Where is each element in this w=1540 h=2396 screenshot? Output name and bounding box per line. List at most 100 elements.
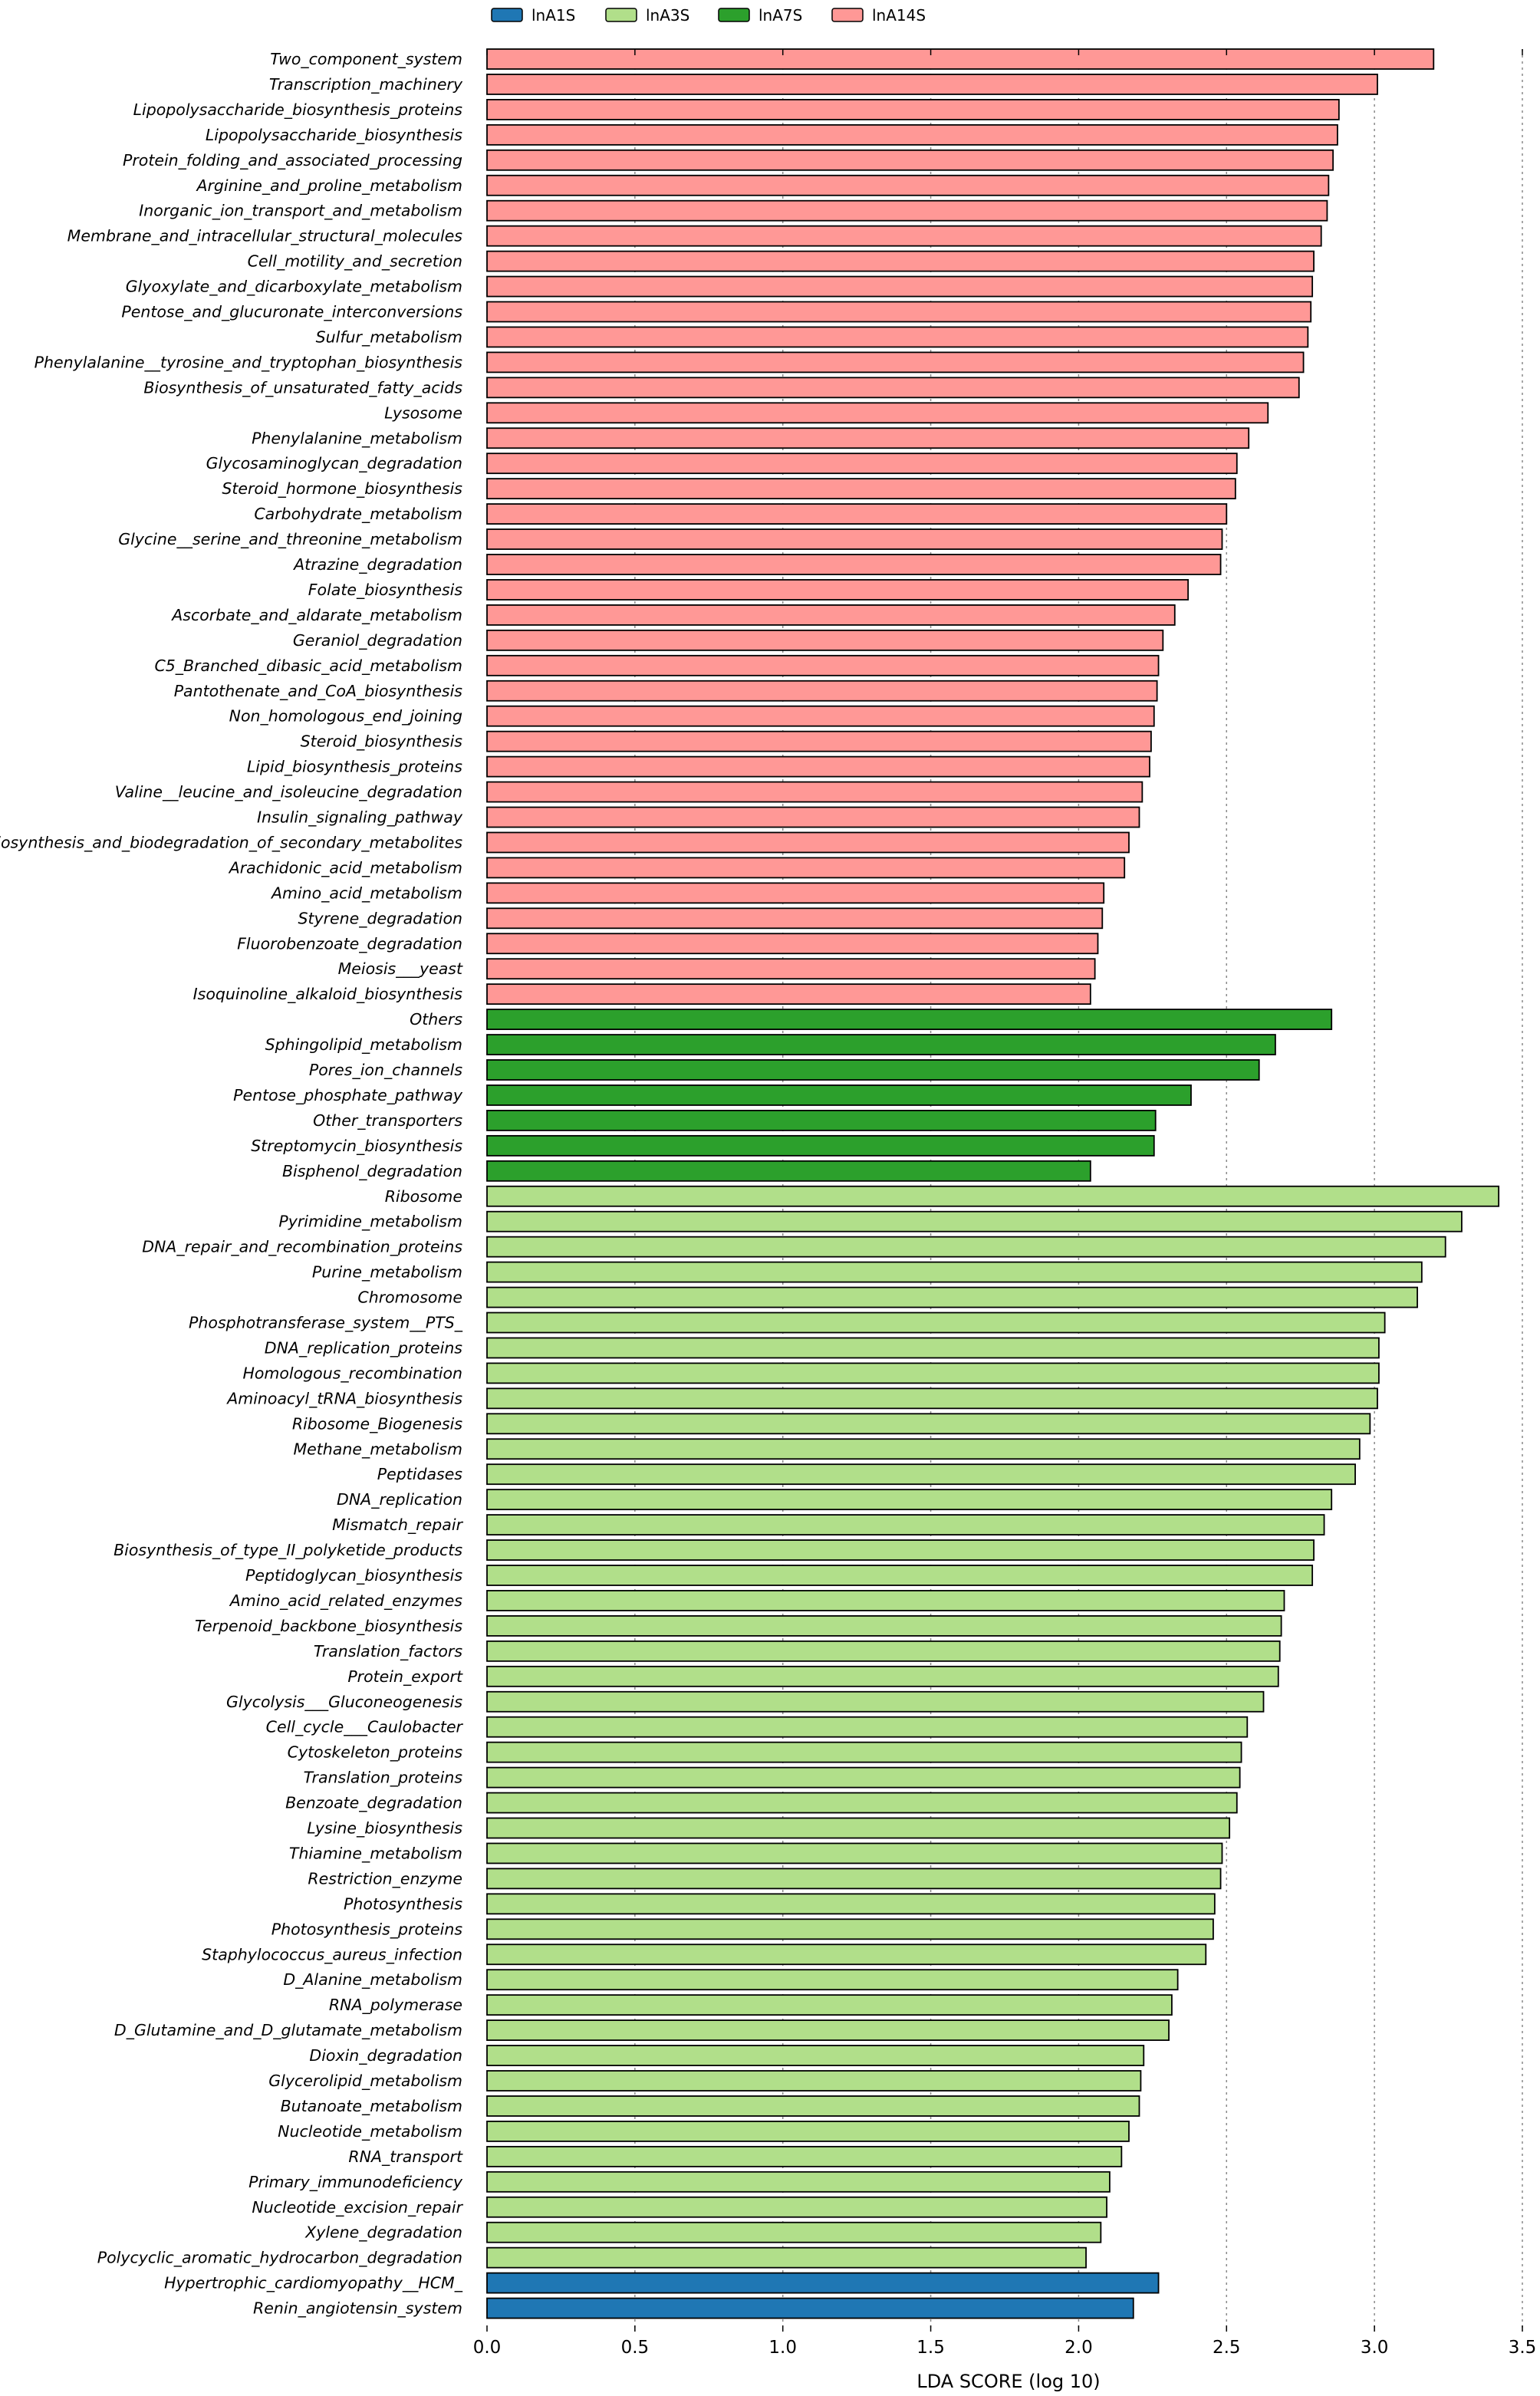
bar-label: Ribosome_Biogenesis <box>292 1414 462 1433</box>
bar-lnA14S <box>486 528 1223 550</box>
bar-label: DNA_replication_proteins <box>265 1338 463 1358</box>
bar-label: Lipid_biosynthesis_proteins <box>247 758 462 777</box>
bar-label: Mismatch_repair <box>332 1516 463 1535</box>
bar-lnA14S <box>486 604 1176 626</box>
bar-label: Translation_proteins <box>304 1769 463 1788</box>
bar-lnA14S <box>486 579 1190 601</box>
bar-label: Bisphenol_degradation <box>282 1162 462 1181</box>
x-tick-label: 2.5 <box>1213 2338 1241 2358</box>
legend-swatch-lnA3S <box>605 8 637 22</box>
bar-label: Butanoate_metabolism <box>281 2097 462 2116</box>
bar-lnA3S <box>486 1868 1222 1890</box>
bar-lnA3S <box>486 1489 1333 1511</box>
bar-label: Peptidases <box>377 1465 463 1483</box>
bar-lnA3S <box>486 1943 1207 1966</box>
bar-lnA14S <box>486 933 1099 955</box>
x-tick-label: 0.0 <box>473 2338 502 2358</box>
bar-label: Amino_acid_metabolism <box>270 884 462 903</box>
bar-lnA7S <box>486 1134 1155 1157</box>
bar-lnA14S <box>486 629 1164 651</box>
bar-lnA14S <box>486 326 1309 348</box>
bar-label: Homologous_recombination <box>242 1364 462 1383</box>
legend-label-lnA7S: lnA7S <box>758 6 802 25</box>
bar-label: Nucleotide_metabolism <box>278 2122 462 2141</box>
bar-lnA3S <box>486 1994 1173 2016</box>
x-axis-title: LDA SCORE (log 10) <box>916 2371 1100 2392</box>
bar-label: Non_homologous_end_joining <box>229 707 462 726</box>
bar-lnA1S <box>486 2297 1134 2319</box>
bar-label: Primary_immunodeficiency <box>248 2173 463 2192</box>
bar-lnA14S <box>486 554 1222 575</box>
bar-label: Protein_folding_and_associated_processin… <box>123 151 462 170</box>
bar-label: Other_transporters <box>313 1111 462 1131</box>
bar-label: Fluorobenzoate_degradation <box>237 934 462 953</box>
bar-lnA3S <box>486 1590 1285 1611</box>
bar-lnA14S <box>486 958 1096 980</box>
bar-label: DNA_replication <box>337 1490 462 1509</box>
bar-lnA3S <box>486 1640 1281 1662</box>
bar-lnA3S <box>486 1690 1265 1713</box>
bar-label: Cell_motility_and_secretion <box>248 252 462 272</box>
bar-lnA14S <box>486 680 1158 702</box>
bar-label: Glycine__serine_and_threonine_metabolism <box>118 530 462 549</box>
bar-label: Protein_export <box>347 1667 463 1687</box>
bar-label: Ribosome <box>385 1187 462 1206</box>
bar-lnA1S <box>486 2272 1160 2294</box>
bar-label: Lipopolysaccharide_biosynthesis <box>206 126 462 145</box>
bar-label: Renin_angiotensin_system <box>253 2299 462 2319</box>
bar-label: Purine_metabolism <box>312 1263 462 1282</box>
bar-lnA14S <box>486 199 1328 222</box>
bar-label: Geraniol_degradation <box>293 631 462 650</box>
legend-swatch-lnA1S <box>491 8 523 22</box>
bar-lnA3S <box>486 2196 1107 2218</box>
bar-label: Peptidoglycan_biosynthesis <box>245 1566 462 1585</box>
bar-label: Glycosaminoglycan_degradation <box>206 454 462 473</box>
bar-label: Pentose_phosphate_pathway <box>233 1086 463 1105</box>
bar-lnA3S <box>486 2070 1142 2092</box>
bar-lnA3S <box>486 1614 1282 1637</box>
x-tick-label: 3.5 <box>1509 2338 1537 2358</box>
bar-lnA3S <box>486 2221 1102 2243</box>
bar-label: Biosynthesis_of_type_II_polyketide_produ… <box>114 1541 462 1560</box>
bar-lnA14S <box>486 48 1435 70</box>
bar-label: Folate_biosynthesis <box>308 581 463 600</box>
bar-label: Pentose_and_glucuronate_interconversions <box>121 303 462 322</box>
bar-lnA14S <box>486 74 1378 95</box>
bar-lnA14S <box>486 377 1300 399</box>
bar-label: Sphingolipid_metabolism <box>265 1035 462 1055</box>
bar-label: Lysosome <box>384 403 462 422</box>
bar-label: Photosynthesis <box>344 1894 462 1913</box>
bar-lnA3S <box>486 1817 1231 1839</box>
bar-lnA3S <box>486 2045 1145 2066</box>
bar-lnA14S <box>486 98 1340 120</box>
bar-label: Aminoacyl_tRNA_biosynthesis <box>225 1389 462 1408</box>
bar-label: Isoquinoline_alkaloid_biosynthesis <box>193 985 463 1004</box>
bar-lnA14S <box>486 453 1238 475</box>
bar-lnA3S <box>486 1539 1315 1561</box>
bar-lnA14S <box>486 123 1338 146</box>
bar-label: Arginine_and_proline_metabolism <box>195 176 462 196</box>
bar-label: Terpenoid_backbone_biosynthesis <box>195 1617 462 1636</box>
bar-label: Two_component_system <box>270 50 462 69</box>
bar-label: D_Glutamine_and_D_glutamate_metabolism <box>114 2021 462 2040</box>
bar-label: Hypertrophic_cardiomyopathy__HCM_ <box>164 2274 463 2293</box>
x-tick-label: 2.0 <box>1065 2338 1093 2358</box>
bar-lnA14S <box>486 427 1250 449</box>
bar-lnA3S <box>486 1463 1356 1486</box>
bar-label: Valine__leucine_and_isoleucine_degradati… <box>115 783 462 802</box>
bar-lnA3S <box>486 2019 1170 2042</box>
bar-lnA3S <box>486 1514 1325 1535</box>
bar-lnA14S <box>486 275 1314 298</box>
bar-label: Staphylococcus_aureus_infection <box>202 1945 462 1964</box>
bar-lnA3S <box>486 1185 1500 1207</box>
x-tick-label: 0.5 <box>621 2338 650 2358</box>
bar-lnA14S <box>486 250 1315 272</box>
bar-lnA14S <box>486 781 1143 803</box>
bar-lnA14S <box>486 857 1126 879</box>
bar-lnA3S <box>486 2246 1087 2269</box>
bar-lnA14S <box>486 225 1322 247</box>
bar-lnA14S <box>486 755 1150 778</box>
bar-lnA14S <box>486 402 1269 424</box>
bar-label: Cell_cycle___Caulobacter <box>266 1718 464 1737</box>
